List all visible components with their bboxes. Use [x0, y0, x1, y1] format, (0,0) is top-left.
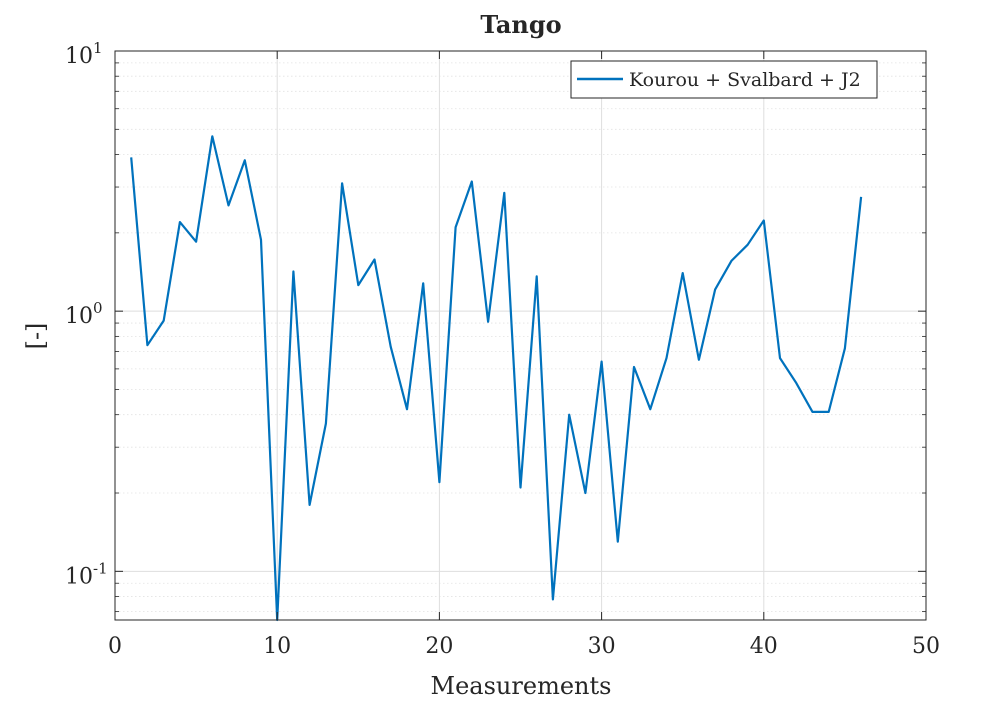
y-tick-label: 10-1: [65, 559, 108, 589]
grid: [114, 50, 927, 620]
y-tick-label-base: 10: [65, 304, 93, 329]
x-tick-label: 30: [588, 634, 616, 659]
axes: [114, 50, 927, 621]
x-axis-label: Measurements: [431, 672, 612, 700]
legend-entry-label: Kourou + Svalbard + J2: [629, 69, 861, 91]
y-tick-label: 101: [65, 39, 103, 69]
plot-area-frame: [114, 50, 927, 621]
x-tick-label: 40: [750, 634, 778, 659]
series-layer: [130, 135, 863, 622]
y-tick-label-base: 10: [65, 44, 93, 69]
y-tick-label-base: 10: [65, 564, 93, 589]
y-tick-label-exponent: -1: [93, 559, 108, 577]
series-line: [130, 135, 863, 622]
x-tick-label: 20: [425, 634, 453, 659]
legend: Kourou + Svalbard + J2: [570, 60, 878, 99]
x-tick-label: 10: [263, 634, 291, 659]
chart-title: Tango: [480, 10, 561, 39]
y-tick-label-exponent: 0: [93, 299, 103, 317]
y-tick-label: 100: [65, 299, 103, 329]
x-tick-label: 50: [912, 634, 940, 659]
y-tick-label-exponent: 1: [93, 39, 103, 57]
x-tick-label: 0: [108, 634, 122, 659]
y-axis-label: [-]: [22, 323, 50, 350]
